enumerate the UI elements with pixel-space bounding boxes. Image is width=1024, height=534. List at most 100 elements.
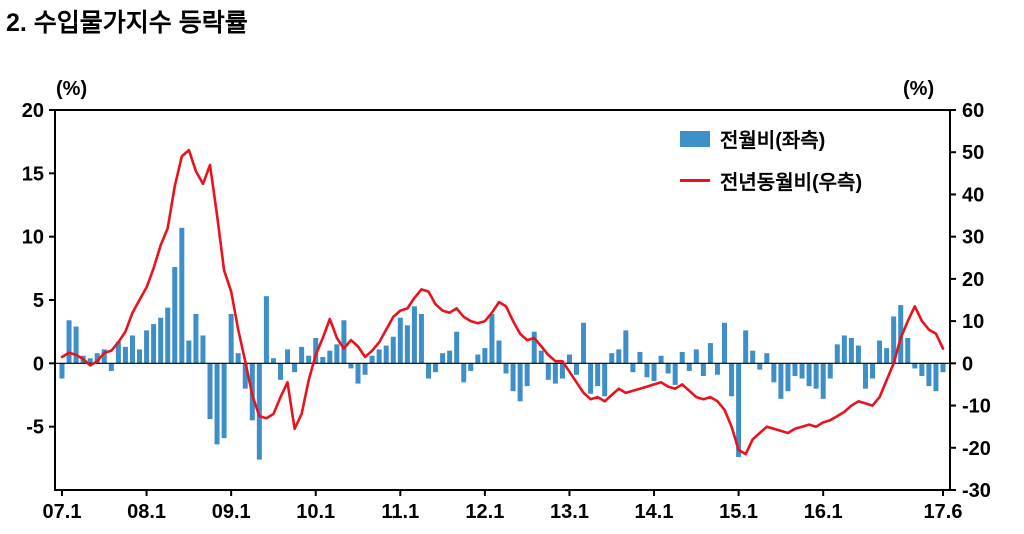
- bar: [651, 363, 657, 382]
- bar: [602, 363, 608, 397]
- bar: [447, 350, 453, 364]
- bar: [912, 363, 918, 369]
- bar: [658, 355, 664, 364]
- bar: [898, 305, 904, 364]
- bar: [426, 363, 431, 379]
- bar: [848, 338, 854, 364]
- legend-label-bar-series: 전월비(좌측): [720, 130, 826, 152]
- bar: [891, 316, 897, 364]
- bar: [736, 363, 742, 458]
- bar: [341, 320, 347, 364]
- bar: [729, 363, 735, 397]
- bar: [574, 363, 579, 375]
- bar: [686, 363, 692, 371]
- bar: [644, 363, 650, 378]
- y-right-tick-label: -10: [962, 396, 991, 418]
- bar: [566, 354, 572, 364]
- bar: [418, 313, 424, 364]
- bar: [517, 363, 523, 402]
- bar: [334, 344, 340, 364]
- bar: [200, 335, 206, 364]
- bar: [59, 363, 65, 379]
- bar: [884, 348, 890, 364]
- bar: [764, 353, 770, 364]
- bar: [299, 346, 305, 364]
- bar: [750, 350, 756, 364]
- y-right-tick-label: 10: [962, 311, 984, 333]
- bar: [397, 317, 403, 364]
- bar: [503, 363, 509, 374]
- bar: [707, 343, 713, 364]
- bar: [552, 363, 558, 384]
- bar: [637, 351, 643, 364]
- bar: [313, 338, 319, 364]
- bar: [813, 363, 819, 389]
- y-right-tick-label: 20: [962, 269, 984, 291]
- x-tick-label: 12.1: [465, 501, 504, 523]
- legend-item-line-series: 전년동월비(우측): [680, 166, 862, 195]
- bar: [179, 227, 185, 364]
- bar: [870, 363, 876, 379]
- y-left-tick-label: -5: [26, 417, 44, 439]
- bar: [609, 353, 615, 364]
- bar: [186, 340, 192, 364]
- bar: [390, 336, 396, 364]
- chart-legend: 전월비(좌측) 전년동월비(우측): [680, 124, 862, 195]
- bar: [270, 358, 276, 364]
- bar: [207, 363, 213, 420]
- bar: [221, 363, 227, 439]
- y-left-tick-label: 5: [33, 290, 44, 312]
- y-left-tick-label: 20: [22, 100, 44, 122]
- x-tick-label: 10.1: [296, 501, 335, 523]
- bar: [630, 363, 636, 373]
- bar: [355, 363, 361, 384]
- bar: [411, 306, 417, 364]
- bar: [214, 363, 220, 445]
- bar: [433, 363, 439, 373]
- bar: [158, 317, 164, 364]
- bar: [545, 363, 551, 380]
- bar: [743, 330, 749, 364]
- left-axis-unit-label: (%): [56, 78, 88, 100]
- bar: [510, 363, 516, 392]
- bar: [665, 363, 671, 374]
- bar: [129, 335, 135, 364]
- bar: [461, 363, 467, 383]
- bar: [122, 346, 128, 364]
- bar: [623, 330, 629, 364]
- bar: [144, 330, 150, 364]
- bar: [137, 349, 143, 364]
- page-title: 2. 수입물가지수 등락률: [6, 9, 248, 37]
- bar: [376, 349, 382, 364]
- bar: [940, 363, 946, 373]
- bar: [806, 363, 812, 387]
- bar: [616, 349, 622, 364]
- bar: [700, 363, 706, 376]
- yoy-line: [60, 148, 945, 456]
- bar: [87, 358, 93, 364]
- bar: [827, 363, 833, 379]
- line-series-swatch-icon: [680, 179, 710, 182]
- bar: [73, 326, 79, 364]
- bar: [327, 350, 333, 364]
- y-right-tick-label: 0: [962, 353, 973, 375]
- bar: [496, 340, 502, 364]
- bar: [348, 363, 354, 369]
- bar: [277, 363, 283, 380]
- bar: [926, 363, 932, 387]
- bar: [933, 363, 939, 392]
- bar: [306, 355, 312, 364]
- bar: [292, 363, 298, 373]
- x-tick-label: 11.1: [381, 501, 419, 523]
- legend-item-bar-series: 전월비(좌측): [680, 124, 862, 153]
- bar: [531, 331, 537, 364]
- bar: [489, 313, 495, 364]
- y-right-tick-label: -20: [962, 438, 991, 460]
- bar: [559, 363, 565, 379]
- bar: [285, 349, 291, 364]
- x-tick-label: 13.1: [550, 501, 589, 523]
- bar: [538, 350, 544, 364]
- bar: [362, 363, 368, 375]
- x-tick-label: 07.1: [43, 501, 82, 523]
- bar: [172, 267, 178, 364]
